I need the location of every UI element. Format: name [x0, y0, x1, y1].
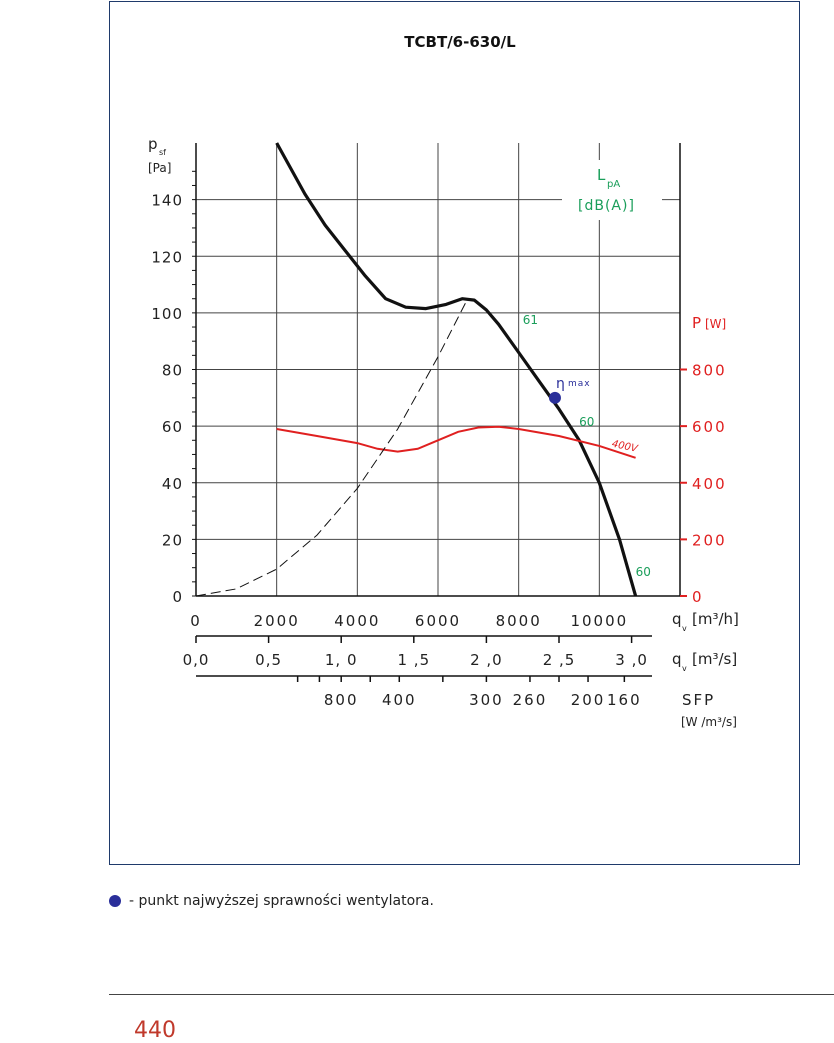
eta-max-sub: max — [568, 379, 591, 389]
noise-label-unit: [dB(A)] — [578, 198, 635, 214]
x2-tick-label: 1, 0 — [325, 651, 358, 669]
power-axis-unit: [W] — [705, 317, 726, 331]
noise-annotation: 61 — [523, 313, 538, 327]
sfp-tick-label: 300 — [469, 691, 504, 709]
power-tick-label: 400 — [692, 475, 727, 493]
sfp-label: SFP — [682, 691, 715, 709]
x-tick-label: 8000 — [496, 612, 542, 630]
system-curve — [195, 301, 467, 597]
power-tick-label: 0 — [692, 588, 704, 606]
y-tick-label: 120 — [151, 248, 183, 266]
x2-tick-label: 0,5 — [255, 651, 282, 669]
noise-label: L — [597, 166, 606, 184]
power-tick-label: 800 — [692, 362, 727, 380]
x-axis-unit: [m³/h] — [692, 610, 739, 628]
sfp-tick-label: 160 — [607, 691, 642, 709]
sfp-tick-label: 800 — [324, 691, 359, 709]
y-tick-label: 140 — [151, 192, 183, 210]
noise-legend-bg — [562, 160, 662, 220]
x-tick-label: 2000 — [254, 612, 300, 630]
footnote-text: - punkt najwyższej sprawności wentylator… — [129, 893, 434, 909]
x-tick-label: 10000 — [570, 612, 628, 630]
power-curve — [276, 425, 636, 459]
noise-label-sub: pA — [607, 179, 620, 190]
x-tick-label: 0 — [190, 612, 202, 630]
y-tick-label: 60 — [162, 418, 183, 436]
power-curve-label: 400V — [611, 439, 640, 455]
y-tick-label: 40 — [162, 475, 183, 493]
bottom-rule — [109, 994, 834, 995]
chart-curves — [195, 142, 638, 597]
y-axis-label: p — [148, 135, 158, 153]
y-tick-label: 100 — [151, 305, 183, 323]
chart-title: TCBT/6-630/L — [404, 33, 516, 51]
x2-axis-unit: [m³/s] — [692, 650, 737, 668]
x-tick-label: 4000 — [334, 612, 380, 630]
power-tick-label: 600 — [692, 418, 727, 436]
y-axis-unit: [Pa] — [148, 161, 171, 175]
x2-tick-label: 0,0 — [183, 651, 210, 669]
y-axis-label-sub: sf — [159, 148, 166, 157]
sfp-unit: [W /m³/s] — [681, 715, 737, 729]
sfp-tick-label: 400 — [382, 691, 417, 709]
x-tick-label: 6000 — [415, 612, 461, 630]
x2-tick-label: 3 ,0 — [615, 651, 648, 669]
sfp-tick-label: 260 — [513, 691, 548, 709]
x-axis-label: q — [672, 610, 682, 628]
x-axis-label-sub: v — [682, 624, 687, 633]
x2-axis-label: q — [672, 650, 682, 668]
noise-annotation: 60 — [579, 415, 594, 429]
x2-tick-label: 1 ,5 — [397, 651, 430, 669]
y-tick-label: 20 — [162, 531, 183, 549]
x2-tick-label: 2 ,0 — [470, 651, 503, 669]
power-axis-label: P — [692, 314, 701, 332]
chart-axes — [192, 143, 687, 682]
y-tick-label: 80 — [162, 362, 183, 380]
sfp-tick-label: 200 — [571, 691, 606, 709]
eta-max-symbol: η — [556, 376, 565, 392]
y-tick-label: 0 — [172, 588, 183, 606]
power-tick-label: 200 — [692, 531, 727, 549]
pressure-curve — [275, 142, 638, 597]
x2-axis-label-sub: v — [682, 664, 687, 673]
noise-annotation: 60 — [636, 565, 651, 579]
chart-frame — [109, 1, 800, 865]
footnote: - punkt najwyższej sprawności wentylator… — [109, 893, 434, 909]
eta-max-point — [548, 391, 561, 404]
eta-dot-icon — [109, 895, 121, 907]
page-number: 440 — [134, 1018, 176, 1043]
x2-tick-label: 2 ,5 — [543, 651, 576, 669]
